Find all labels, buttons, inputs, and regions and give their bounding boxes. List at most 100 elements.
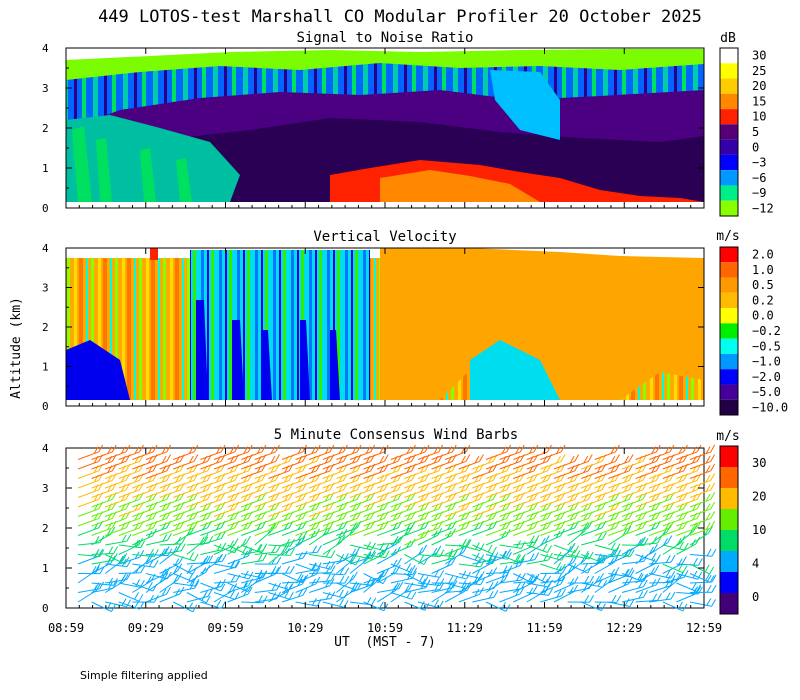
wind-barb: [540, 563, 562, 572]
wind-barb: [594, 470, 616, 479]
wind-barb: [145, 554, 168, 557]
wind-barb: [213, 498, 235, 508]
wind-barb-flag: [637, 572, 643, 580]
wind-barb: [689, 532, 709, 546]
wind-barb-flag: [710, 444, 716, 453]
wind-barb-flag: [628, 454, 634, 462]
wind-barb: [105, 470, 127, 479]
wind-barb: [91, 527, 113, 536]
wind-barb: [91, 479, 113, 489]
wind-barb-flag: [600, 603, 606, 611]
vv-red-top-spot: [150, 248, 158, 260]
wind-barb: [186, 517, 208, 527]
vv-panel: Vertical Velocity 0 1 2 3 4: [42, 229, 705, 413]
wind-barb: [431, 460, 453, 470]
wind-barb: [621, 560, 644, 565]
wind-barb: [526, 544, 548, 553]
wind-barb: [676, 592, 699, 595]
wind-barb-flag: [353, 524, 359, 532]
wind-barb-flag: [411, 444, 416, 453]
wind-barb-flag: [560, 563, 566, 572]
wind-barb: [581, 470, 603, 479]
vv-ytick-label: 2: [42, 321, 49, 334]
wind-barb: [540, 508, 562, 517]
wind-barb: [349, 554, 372, 560]
wind-barb-flag: [349, 574, 355, 582]
wind-barb: [254, 470, 276, 479]
vv-colorbar-swatch: [720, 247, 738, 263]
wind-barb: [526, 559, 549, 565]
wind-barb: [322, 592, 345, 599]
wind-barb: [581, 582, 603, 588]
wind-barb-flag: [256, 543, 262, 552]
wind-barb-flag: [383, 454, 389, 462]
wind-barb-flag: [352, 446, 357, 454]
wind-barb-flag: [256, 446, 262, 454]
wind-barb: [676, 582, 697, 593]
wind-barb: [513, 479, 535, 489]
wind-barb: [295, 583, 317, 593]
wind-barb: [485, 517, 507, 527]
wind-barb: [91, 498, 113, 508]
wind-barb: [390, 498, 412, 508]
wind-barb: [390, 460, 412, 470]
wind-barb: [309, 460, 331, 470]
wind-barb: [513, 545, 534, 555]
wind-barb: [621, 479, 643, 489]
wind-barb-flag: [410, 538, 416, 547]
wind-barb-flag: [547, 545, 552, 553]
wind-barb: [526, 470, 548, 479]
wind-barb: [404, 582, 427, 588]
wind-barb: [553, 583, 575, 593]
wind-barb-flag: [325, 549, 331, 558]
wind-barb: [281, 527, 303, 536]
vv-colorbar-swatch: [720, 323, 738, 339]
wind-barb-flag: [670, 591, 676, 600]
wind-barb-flag: [452, 580, 458, 588]
wind-barb: [145, 573, 167, 584]
wind-barb-flag: [173, 575, 179, 583]
wind-barb: [105, 508, 127, 517]
wind-barb-flag: [583, 550, 589, 559]
wind-barb: [417, 534, 438, 546]
wind-barb: [118, 517, 140, 527]
wind-barb: [281, 542, 302, 555]
wind-barb: [118, 572, 141, 574]
wind-barb: [213, 451, 235, 460]
snr-colorbar-label: 5: [752, 125, 759, 139]
wind-barb: [526, 590, 546, 603]
wind-barb-flag: [371, 597, 377, 606]
wind-barb-flag: [161, 446, 167, 454]
wind-barb-flag: [425, 579, 431, 587]
wind-barb-flag: [145, 555, 151, 564]
wind-barb-flag: [705, 446, 711, 454]
wind-barb: [676, 592, 697, 603]
wind-barb-flag: [560, 444, 566, 453]
wind-barb: [281, 498, 303, 508]
wind-barb: [621, 508, 643, 517]
wind-barb: [635, 563, 656, 574]
wind-barb: [105, 479, 127, 489]
wind-barb: [227, 460, 249, 470]
wind-barb-flag: [188, 446, 194, 454]
wind-barb: [689, 489, 711, 498]
wind-barb: [662, 544, 685, 551]
wind-barb-flag: [480, 559, 486, 568]
snr-colorbar-swatch: [720, 109, 738, 125]
wind-barb-flag: [438, 444, 444, 453]
wind-barb: [281, 517, 303, 527]
wind-barb: [472, 498, 494, 508]
wind-barb-flag: [189, 552, 195, 560]
wind-barb-flag: [474, 542, 480, 550]
wind-barb-flag: [140, 540, 146, 548]
wind-barb: [281, 479, 303, 489]
wind-barb-flag: [610, 568, 615, 577]
wind-barb-flag: [629, 549, 635, 557]
wind-barb-flag: [423, 576, 429, 584]
wind-barb: [322, 508, 344, 517]
vv-colorbar: m/s 2.01.00.50.2 0.0−0.2−0.5 −1.0−2.0−5.0−…: [716, 229, 788, 416]
wind-barb-flag: [243, 446, 249, 454]
wind-barb-flag: [192, 604, 198, 613]
snr-colorbar-units: dB: [720, 31, 736, 46]
wind-barb-flag: [217, 554, 222, 563]
